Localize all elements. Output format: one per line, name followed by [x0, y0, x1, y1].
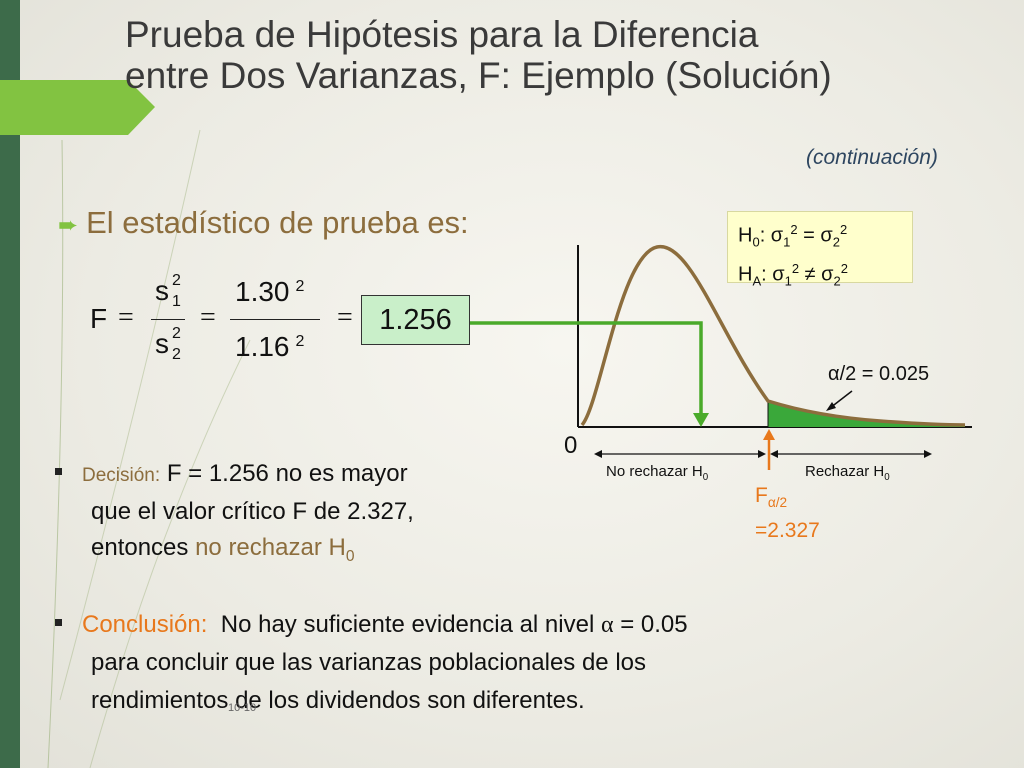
test-statistic-label: El estadístico de prueba es: [86, 205, 469, 240]
null-hypothesis: H0: σ12 = σ22 [738, 222, 848, 250]
fraction-bar-1 [151, 319, 185, 320]
arrow-bullet-icon: ➨ [58, 212, 79, 239]
continuation-label: (continuación) [806, 146, 938, 169]
alpha-half-label: α/2 = 0.025 [828, 363, 930, 385]
formula-f: F [90, 303, 108, 334]
title-line-2: entre Dos Varianzas, F: Ejemplo (Solució… [125, 55, 832, 96]
accent-arrow [0, 80, 155, 135]
fraction-bar-2 [230, 319, 320, 320]
f-curve [580, 245, 966, 427]
formula-eq-1: = [118, 302, 134, 333]
result-box: 1.256 [361, 295, 470, 345]
conclusion-label: Conclusión: [82, 611, 208, 638]
decorative-lines [47, 129, 251, 768]
title-line-1: Prueba de Hipótesis para la Diferencia [125, 14, 759, 55]
alpha-pointer-head [826, 402, 836, 411]
test-statistic-line [470, 321, 703, 415]
square-bullet-icon [55, 468, 62, 476]
conclusion-bullet: Conclusión: No hay suficiente evidencia … [55, 606, 991, 720]
formula-eq-3: = [337, 302, 353, 333]
decision-highlight: no rechazar H [195, 534, 346, 561]
chart-origin-label: 0 [564, 432, 578, 459]
decision-label: Decisión: [82, 465, 161, 486]
alternative-hypothesis: HA: σ12 ≠ σ22 [738, 260, 848, 289]
denominator-value: 1.16 2 [235, 331, 305, 362]
no-reject-region-label: No rechazar H0 [606, 463, 709, 483]
rejection-region [768, 401, 965, 427]
page-title: Prueba de Hipótesis para la Diferencia e… [125, 14, 832, 96]
page-number: 10-10 [228, 702, 257, 714]
formula-eq-2: = [200, 302, 216, 333]
test-statistic-arrowhead [693, 413, 709, 427]
critical-value-label: Fα/2 =2.327 [755, 484, 820, 543]
critical-value-arrowhead [763, 429, 775, 440]
left-band [0, 0, 20, 768]
reject-region-label: Rechazar H0 [805, 463, 890, 483]
decision-bullet: Decisión: F = 1.256 no es mayor que el v… [55, 456, 601, 575]
f-distribution-chart [470, 245, 972, 470]
hypotheses-box: H0: σ12 = σ22 HA: σ12 ≠ σ22 [727, 211, 913, 288]
square-bullet-icon [55, 619, 62, 627]
numerator-value: 1.30 2 [235, 276, 305, 307]
test-statistic-bullet: ➨ El estadístico de prueba es: [58, 205, 469, 241]
